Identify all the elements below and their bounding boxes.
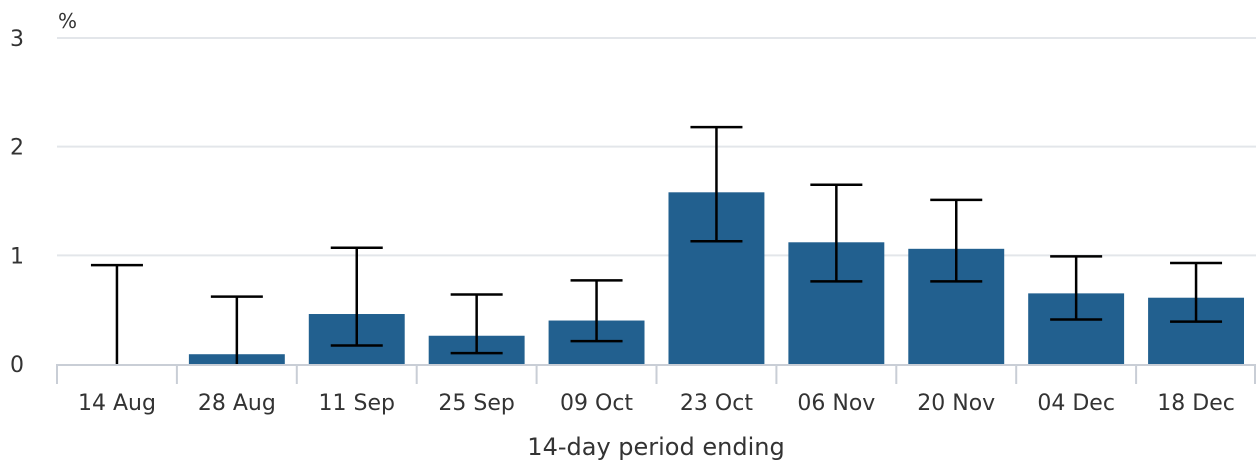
y-unit-label: % bbox=[58, 9, 77, 33]
x-tick-label: 09 Oct bbox=[560, 391, 633, 416]
y-axis-ticks: 0 1 2 3 bbox=[10, 27, 24, 378]
x-tick-label: 04 Dec bbox=[1037, 391, 1115, 416]
x-tick-label: 18 Dec bbox=[1157, 391, 1235, 416]
x-tick-label: 06 Nov bbox=[797, 391, 875, 416]
y-tick-label: 3 bbox=[10, 27, 24, 52]
error-bars bbox=[90, 125, 1223, 364]
x-axis-ticks: 14 Aug 28 Aug 11 Sep 25 Sep 09 Oct 23 Oct 06 N… bbox=[78, 391, 1235, 416]
y-tick-label: 1 bbox=[10, 244, 24, 269]
y-tick-label: 2 bbox=[10, 136, 24, 161]
x-tick-label: 20 Nov bbox=[917, 391, 995, 416]
x-tick-label: 25 Sep bbox=[438, 391, 514, 416]
x-axis bbox=[56, 364, 1256, 384]
gridlines bbox=[57, 37, 1256, 257]
y-tick-label: 0 bbox=[10, 353, 24, 378]
x-axis-title: 14-day period ending bbox=[527, 433, 784, 461]
x-tick-label: 11 Sep bbox=[319, 391, 395, 416]
x-tick-label: 23 Oct bbox=[680, 391, 753, 416]
x-tick-label: 28 Aug bbox=[198, 391, 276, 416]
x-tick-label: 14 Aug bbox=[78, 391, 156, 416]
